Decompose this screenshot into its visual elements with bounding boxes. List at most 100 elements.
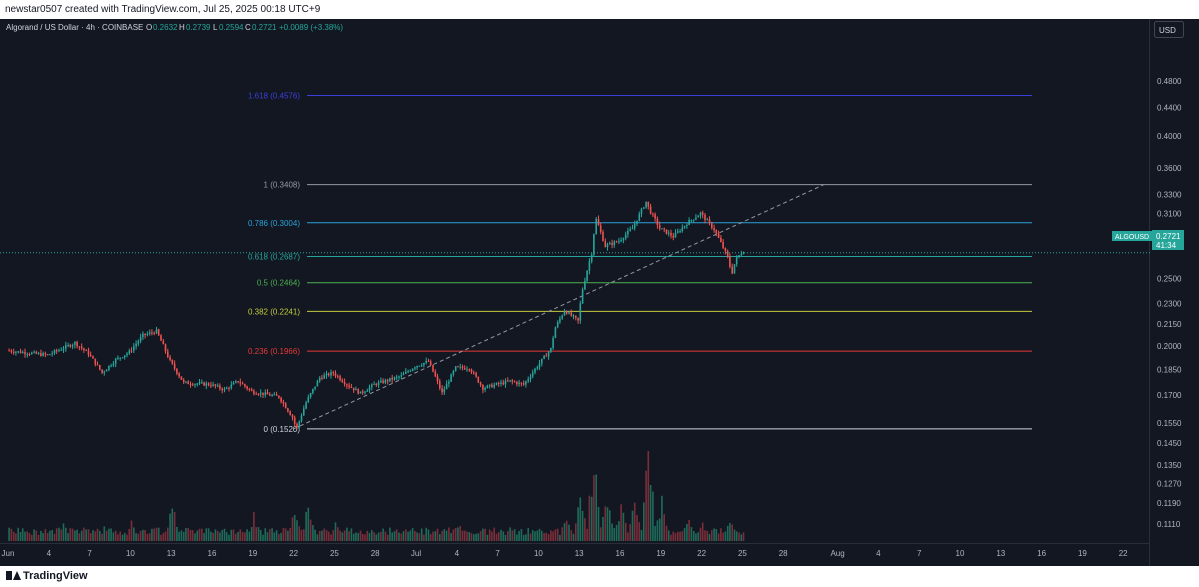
candle-body [164, 344, 167, 352]
candle-body [581, 289, 584, 304]
candle-body [740, 253, 743, 256]
time-tick-label: 13 [996, 549, 1005, 558]
volume-bar [114, 530, 117, 541]
candle-body [631, 228, 634, 230]
candle-body [155, 329, 158, 334]
candle-body [400, 375, 403, 377]
candle-body [529, 376, 532, 380]
candle-body [31, 352, 33, 355]
fib-level-label: 0.236 (0.1966) [248, 347, 300, 356]
candle-body [509, 380, 511, 382]
volume-bar [284, 528, 287, 541]
time-axis[interactable]: Jun 4 7 10 13 16 19 22 25 28 Jul 4 7 10 13 16 19 22 25 28 Au… [2, 549, 1129, 558]
price-tick-label: 0.1700 [1157, 391, 1182, 400]
volume-bar [55, 528, 58, 541]
fibonacci-retracement[interactable]: 1.618 (0.4576) 1 (0.3408) 0.786 (0.3004) 0.… [248, 92, 1032, 434]
volume-bar [101, 533, 103, 541]
candlesticks [8, 201, 745, 430]
volume-bar [105, 530, 108, 541]
candle-body [597, 218, 600, 226]
volume-bar [445, 530, 448, 541]
volume-bar [735, 531, 738, 541]
candle-body [24, 352, 26, 355]
time-tick-label: 7 [917, 549, 922, 558]
candle-body [214, 384, 217, 386]
candle-body [457, 366, 459, 368]
volume-bar [556, 528, 559, 541]
chart-caption: newstar0507 created with TradingView.com… [5, 4, 321, 15]
candle-body [733, 264, 736, 274]
volume-bar [135, 533, 137, 541]
candle-body [269, 394, 271, 396]
trendline[interactable] [0, 184, 1150, 430]
currency-button-label[interactable]: USD [1159, 26, 1176, 35]
candle-body [606, 244, 609, 248]
candle-body [15, 351, 17, 353]
volume-bar [726, 525, 729, 541]
candle-body [661, 228, 663, 230]
volume-bar [332, 530, 335, 541]
volume-bar [733, 529, 736, 541]
candle-body [624, 234, 627, 239]
candle-body [348, 385, 350, 387]
volume-bar [189, 529, 192, 541]
volume-bar [504, 535, 507, 541]
volume-bar [649, 485, 652, 541]
volume-bar [511, 530, 514, 541]
volume-bar [495, 533, 498, 541]
candle-body [321, 377, 323, 379]
volume-bar [348, 531, 350, 541]
symbol-legend[interactable]: Algorand / US Dollar · 4h · COINBASE O 0… [6, 23, 343, 32]
volume-bar [67, 533, 69, 541]
volume-bar [37, 534, 40, 541]
candle-body [228, 387, 230, 389]
candle-body [674, 232, 677, 238]
candle-body [518, 382, 520, 385]
volume-bar [33, 529, 35, 541]
volume-bar [346, 527, 348, 541]
price-axis-background[interactable] [1150, 19, 1199, 566]
volume-bar [266, 532, 269, 541]
volume-bar [552, 531, 554, 541]
chart-caption-bar: newstar0507 created with TradingView.com… [0, 0, 1199, 19]
currency-button-frame[interactable] [1154, 21, 1184, 38]
candle-body [92, 356, 94, 359]
volume-bar [590, 496, 593, 541]
price-chart[interactable]: 1.618 (0.4576) 1 (0.3408) 0.786 (0.3004) 0.… [0, 19, 1199, 566]
candle-body [10, 350, 13, 352]
ticker-tag [1112, 231, 1152, 241]
volume-bar [264, 528, 267, 541]
volume-bar [384, 531, 387, 541]
volume-bar [223, 528, 226, 541]
volume-bar [185, 528, 187, 541]
candle-body [695, 217, 697, 220]
candle-body [706, 219, 709, 221]
volume-bar [71, 528, 74, 541]
volume-bar [80, 530, 83, 541]
price-tick-label: 0.1110 [1157, 520, 1181, 529]
candle-body [130, 350, 133, 352]
price-axis[interactable]: 0.48000.44000.40000.36000.33000.31000.29… [1157, 77, 1182, 529]
candle-body [425, 360, 427, 363]
time-tick-label: 28 [371, 549, 380, 558]
legend-symbol[interactable]: Algorand / US Dollar · 4h · COINBASE [6, 23, 143, 32]
volume-bar [577, 507, 579, 541]
candle-body [643, 207, 645, 209]
chart-area[interactable]: 1.618 (0.4576) 1 (0.3408) 0.786 (0.3004) 0.… [0, 19, 1199, 566]
currency-button[interactable]: USD [1154, 21, 1184, 38]
candle-body [137, 341, 140, 344]
candle-body [126, 353, 128, 356]
volume-bar [407, 531, 409, 541]
volume-bar [92, 530, 94, 541]
volume-bar [35, 530, 38, 541]
price-tick-label: 0.3600 [1157, 164, 1182, 173]
volume-bar [432, 531, 434, 541]
fib-level-label: 1 (0.3408) [264, 181, 301, 190]
candle-body [636, 220, 638, 224]
volume-bar [300, 529, 303, 541]
volume-bar [228, 534, 230, 541]
candle-body [112, 363, 115, 366]
volume-bar [547, 534, 550, 541]
volume-bar [153, 528, 155, 541]
candle-body [722, 242, 724, 249]
